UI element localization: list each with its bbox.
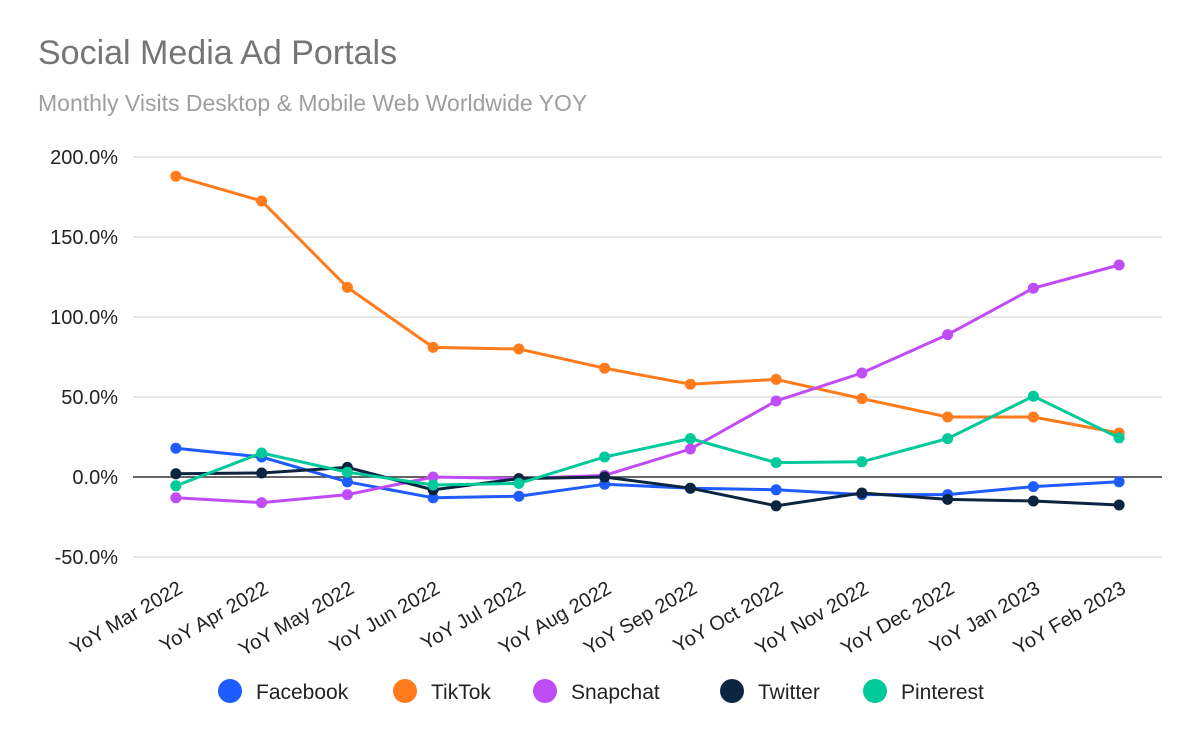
data-point-twitter — [770, 500, 782, 512]
data-point-pinterest — [256, 447, 268, 459]
legend-label: Facebook — [256, 681, 349, 704]
y-tick-label: 100.0% — [50, 307, 118, 329]
data-point-pinterest — [513, 477, 525, 489]
data-point-snapchat — [684, 443, 696, 455]
data-point-twitter — [170, 468, 182, 480]
data-point-tiktok — [599, 362, 611, 374]
data-point-tiktok — [256, 195, 268, 207]
data-point-pinterest — [1027, 390, 1039, 402]
data-point-snapchat — [341, 489, 353, 501]
data-point-snapchat — [1113, 259, 1125, 271]
data-point-twitter — [1113, 499, 1125, 511]
data-point-tiktok — [341, 281, 353, 293]
y-tick-label: 0.0% — [72, 467, 118, 489]
data-point-pinterest — [599, 451, 611, 463]
data-point-pinterest — [170, 480, 182, 492]
data-point-pinterest — [856, 456, 868, 468]
chart-subtitle: Monthly Visits Desktop & Mobile Web Worl… — [38, 90, 588, 116]
data-point-pinterest — [1113, 432, 1125, 444]
legend-marker-tiktok — [393, 679, 417, 703]
series-line-facebook — [175, 446, 1120, 500]
legend-marker-pinterest — [863, 679, 887, 703]
y-tick-label: 50.0% — [61, 387, 118, 409]
y-tick-label: 200.0% — [50, 147, 118, 169]
data-point-tiktok — [684, 378, 696, 390]
data-point-facebook — [770, 484, 782, 496]
data-point-tiktok — [427, 341, 439, 353]
series-line-snapchat — [175, 263, 1120, 505]
data-point-facebook — [170, 442, 182, 454]
y-tick-label: 150.0% — [50, 227, 118, 249]
data-point-tiktok — [856, 393, 868, 405]
data-point-pinterest — [942, 433, 954, 445]
data-point-tiktok — [1027, 411, 1039, 423]
data-point-facebook — [1113, 476, 1125, 488]
data-point-facebook — [427, 492, 439, 504]
legend-label: Pinterest — [901, 681, 984, 704]
data-point-tiktok — [942, 411, 954, 423]
data-point-snapchat — [942, 329, 954, 341]
data-point-twitter — [599, 471, 611, 483]
data-point-twitter — [942, 493, 954, 505]
data-point-snapchat — [256, 497, 268, 509]
chart-title: Social Media Ad Portals — [38, 34, 398, 72]
legend-marker-snapchat — [533, 679, 557, 703]
data-point-pinterest — [341, 466, 353, 478]
legend-label: Twitter — [758, 681, 820, 704]
data-point-twitter — [856, 487, 868, 499]
data-point-pinterest — [684, 433, 696, 445]
data-point-twitter — [256, 467, 268, 479]
data-point-snapchat — [170, 492, 182, 504]
series-line-pinterest — [175, 394, 1120, 488]
legend-marker-twitter — [720, 679, 744, 703]
data-point-pinterest — [427, 479, 439, 491]
data-point-facebook — [513, 490, 525, 502]
data-point-snapchat — [856, 367, 868, 379]
data-point-twitter — [1027, 495, 1039, 507]
data-point-tiktok — [513, 343, 525, 355]
data-point-facebook — [1027, 481, 1039, 493]
data-point-tiktok — [170, 170, 182, 182]
data-point-pinterest — [770, 457, 782, 469]
data-point-snapchat — [770, 395, 782, 407]
data-point-twitter — [684, 482, 696, 494]
data-point-snapchat — [1027, 282, 1039, 294]
data-point-facebook — [341, 476, 353, 488]
series-line-tiktok — [175, 174, 1120, 435]
legend-label: Snapchat — [571, 681, 660, 704]
y-tick-label: -50.0% — [55, 547, 119, 569]
data-point-snapchat — [427, 471, 439, 483]
legend-label: TikTok — [431, 681, 491, 704]
data-point-tiktok — [770, 373, 782, 385]
legend-marker-facebook — [218, 679, 242, 703]
